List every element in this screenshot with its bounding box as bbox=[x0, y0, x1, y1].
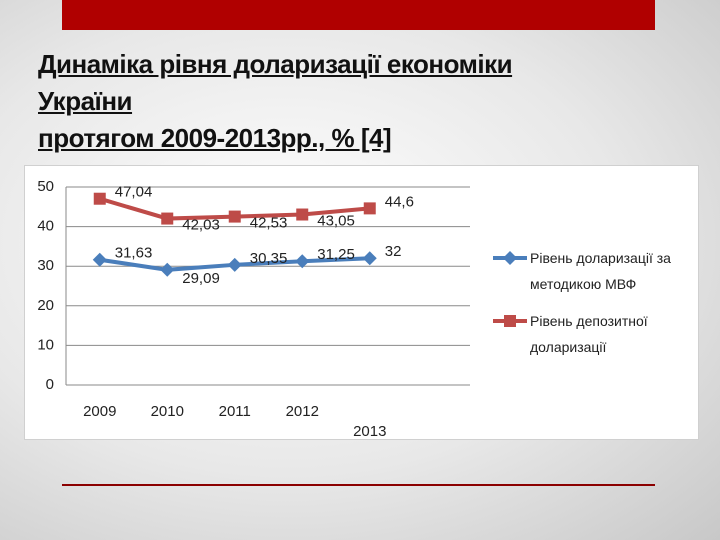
data-label: 30,35 bbox=[250, 250, 288, 267]
data-label: 32 bbox=[385, 243, 402, 260]
x-tick-label: 2013 bbox=[353, 423, 386, 440]
y-tick-label: 0 bbox=[46, 376, 54, 393]
x-tick-label: 2009 bbox=[83, 403, 116, 420]
data-label: 43,05 bbox=[317, 212, 355, 229]
data-label: 31,25 bbox=[317, 246, 355, 263]
marker bbox=[161, 212, 174, 225]
marker bbox=[228, 210, 241, 223]
data-label: 47,04 bbox=[115, 184, 153, 201]
marker bbox=[363, 202, 376, 215]
marker bbox=[160, 262, 175, 277]
data-label: 42,03 bbox=[182, 217, 220, 234]
data-label: 44,6 bbox=[385, 193, 414, 210]
y-tick-label: 10 bbox=[37, 336, 54, 353]
marker bbox=[92, 252, 107, 267]
slide-title: Динаміка рівня доларизації економіки Укр… bbox=[38, 46, 513, 157]
legend-marker bbox=[503, 251, 517, 265]
title-line: протягом 2009-2013рр., % [4] bbox=[38, 123, 392, 153]
title-line: України bbox=[38, 86, 133, 116]
data-label: 42,53 bbox=[250, 215, 288, 232]
y-tick-label: 20 bbox=[37, 297, 54, 314]
title-line: Динаміка рівня доларизації економіки bbox=[38, 49, 513, 79]
y-tick-label: 50 bbox=[37, 178, 54, 195]
marker bbox=[362, 251, 377, 266]
x-tick-label: 2011 bbox=[219, 403, 251, 420]
bottom-line bbox=[62, 484, 655, 486]
legend-label: Рівень доларизації за методикою МВФ bbox=[530, 250, 671, 292]
top-bar bbox=[62, 0, 655, 30]
legend-marker bbox=[504, 315, 516, 327]
marker bbox=[93, 192, 106, 205]
y-tick-label: 40 bbox=[37, 218, 54, 235]
x-tick-label: 2012 bbox=[286, 403, 319, 420]
marker bbox=[295, 254, 310, 269]
marker bbox=[227, 257, 242, 272]
y-tick-label: 30 bbox=[37, 257, 54, 274]
data-label: 29,09 bbox=[182, 270, 220, 287]
x-tick-label: 2010 bbox=[151, 403, 184, 420]
legend-label: Рівень депозитної доларизації bbox=[530, 313, 648, 355]
data-label: 31,63 bbox=[115, 245, 153, 262]
marker bbox=[296, 208, 309, 221]
